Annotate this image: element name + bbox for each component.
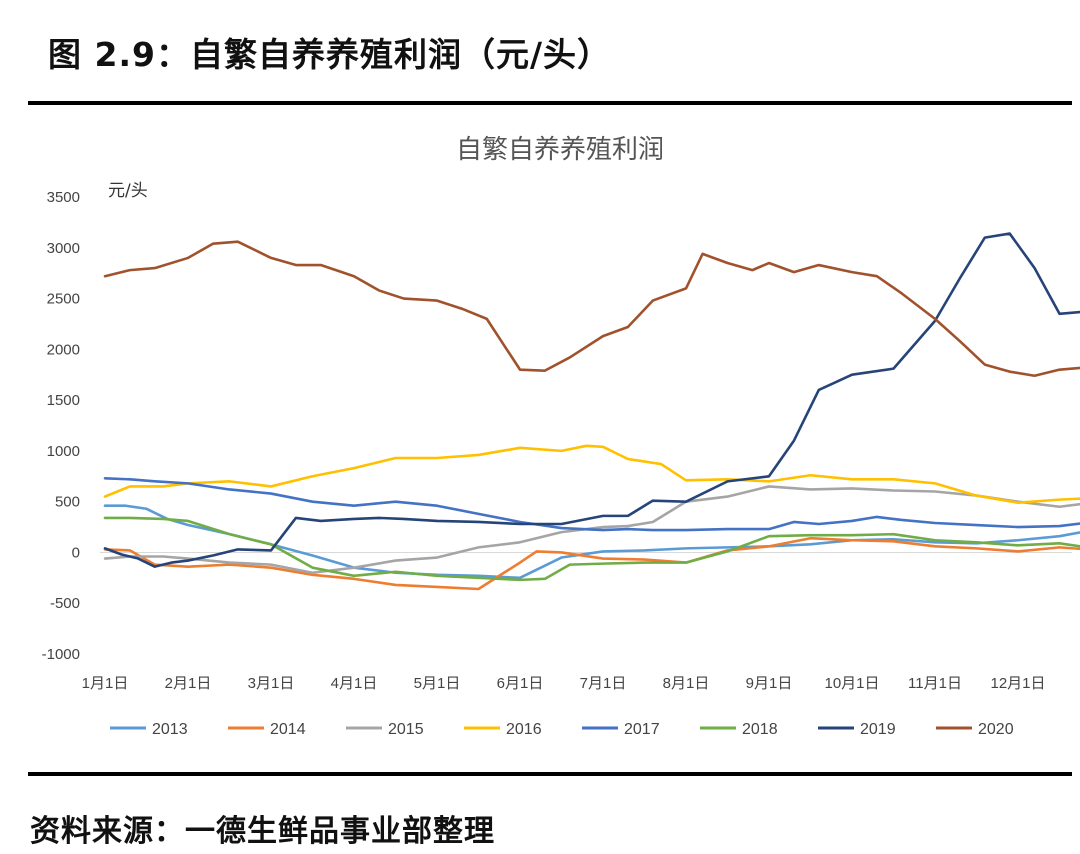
y-tick-label: 3500 [47, 189, 80, 206]
y-tick-label: 2500 [47, 291, 80, 308]
series-line-2014 [103, 536, 1080, 591]
legend-label-2014: 2014 [270, 721, 306, 738]
x-tick-label: 5月1日 [414, 675, 461, 692]
legend-label-2018: 2018 [742, 721, 778, 738]
legend-label-2016: 2016 [506, 721, 542, 738]
x-tick-label: 10月1日 [824, 675, 879, 692]
series-line-2018 [103, 516, 1080, 582]
y-axis-ticks: -1000 -500 0 500 1000 1500 2000 2500 3000 3500 [42, 189, 80, 663]
series-line-2019 [103, 232, 1080, 568]
series-line-2020 [103, 240, 1080, 378]
top-rule [28, 101, 1072, 105]
y-tick-label: 2000 [47, 341, 80, 358]
legend-label-2015: 2015 [388, 721, 424, 738]
y-tick-label: -1000 [42, 646, 80, 663]
y-tick-label: 3000 [47, 240, 80, 257]
y-tick-label: 1500 [47, 392, 80, 409]
x-tick-label: 9月1日 [746, 675, 793, 692]
series-lines [103, 232, 1080, 591]
legend-label-2017: 2017 [624, 721, 660, 738]
x-tick-label: 6月1日 [497, 675, 544, 692]
x-tick-label: 3月1日 [248, 675, 295, 692]
source-note: 资料来源：一德生鲜品事业部整理 [30, 814, 495, 849]
y-tick-label: -500 [50, 595, 80, 612]
bottom-rule [28, 772, 1072, 776]
y-axis-unit-label: 元/头 [108, 181, 148, 201]
x-tick-label: 1月1日 [82, 675, 129, 692]
x-axis-ticks: 1月1日 2月1日 3月1日 4月1日 5月1日 6月1日 7月1日 8月1日 9月1日 10月1… [82, 675, 1046, 692]
series-line-2017 [103, 477, 1080, 532]
series-line-2015 [103, 485, 1080, 575]
legend-label-2019: 2019 [860, 721, 896, 738]
legend: 2013 2014 2015 2016 2017 2018 2019 2020 [110, 721, 1014, 738]
y-tick-label: 0 [72, 544, 80, 561]
legend-label-2013: 2013 [152, 721, 188, 738]
x-tick-label: 4月1日 [331, 675, 378, 692]
chart-title: 自繁自养养殖利润 [456, 135, 664, 165]
line-chart: 自繁自养养殖利润 元/头 -1000 -500 0 500 1000 1500 2000 25… [42, 135, 1080, 738]
x-tick-label: 7月1日 [580, 675, 627, 692]
legend-label-2020: 2020 [978, 721, 1014, 738]
x-tick-label: 2月1日 [165, 675, 212, 692]
y-tick-label: 500 [55, 494, 80, 511]
series-line-2016 [103, 444, 1080, 504]
x-tick-label: 12月1日 [990, 675, 1045, 692]
x-tick-label: 8月1日 [663, 675, 710, 692]
x-tick-label: 11月1日 [908, 675, 962, 692]
y-tick-label: 1000 [47, 443, 80, 460]
figure-heading: 图 2.9：自繁自养养殖利润（元/头） [48, 35, 612, 74]
